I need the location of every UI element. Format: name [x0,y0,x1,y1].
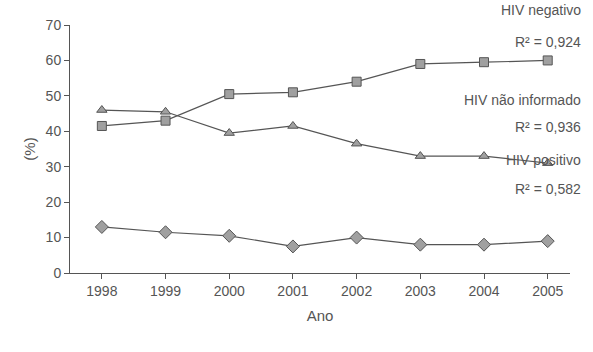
svg-text:(%): (%) [21,137,38,160]
svg-text:R² = 0,936: R² = 0,936 [515,119,581,135]
svg-text:HIV positivo: HIV positivo [506,152,581,168]
svg-text:1999: 1999 [150,283,181,299]
svg-text:2004: 2004 [468,283,499,299]
svg-text:2005: 2005 [532,283,563,299]
svg-text:60: 60 [46,52,62,68]
svg-text:1998: 1998 [86,283,117,299]
svg-text:2003: 2003 [405,283,436,299]
svg-text:HIV não informado: HIV não informado [464,92,581,108]
svg-text:2002: 2002 [341,283,372,299]
svg-text:2000: 2000 [214,283,245,299]
svg-text:40: 40 [46,123,62,139]
svg-text:2001: 2001 [277,283,308,299]
svg-text:0: 0 [53,265,61,281]
svg-text:R² = 0,582: R² = 0,582 [515,181,581,197]
svg-text:HIV negativo: HIV negativo [501,2,581,18]
svg-text:50: 50 [46,88,62,104]
svg-text:R² = 0,924: R² = 0,924 [515,34,581,50]
svg-text:20: 20 [46,194,62,210]
svg-text:10: 10 [46,229,62,245]
svg-text:Ano: Ano [307,307,334,324]
svg-text:30: 30 [46,159,62,175]
svg-text:70: 70 [46,17,62,33]
